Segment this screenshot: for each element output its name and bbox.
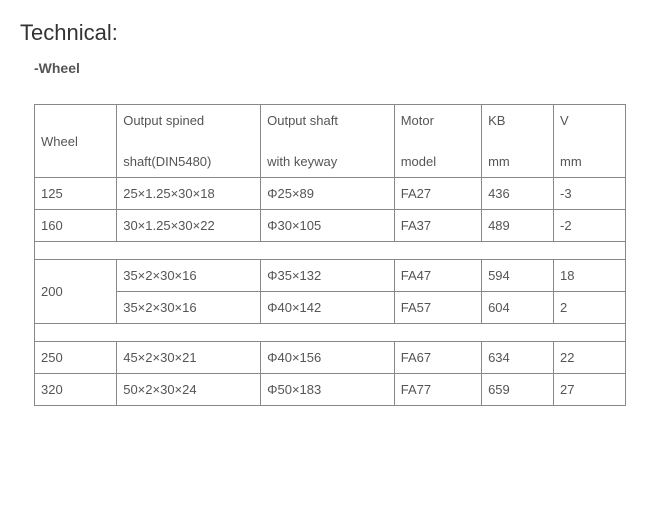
th-spined-sub: shaft(DIN5480)	[117, 148, 261, 178]
cell-kb: 634	[482, 342, 554, 374]
cell-shaft: Φ50×183	[261, 374, 395, 406]
cell-motor: FA77	[394, 374, 481, 406]
section-subtitle: -Wheel	[34, 60, 628, 76]
th-kb-sub: mm	[482, 148, 554, 178]
cell-motor: FA67	[394, 342, 481, 374]
cell-wheel: 160	[35, 210, 117, 242]
cell-spined: 35×2×30×16	[117, 260, 261, 292]
table-row: 160 30×1.25×30×22 Φ30×105 FA37 489 -2	[35, 210, 626, 242]
cell-kb: 594	[482, 260, 554, 292]
cell-kb: 489	[482, 210, 554, 242]
cell-v: 27	[554, 374, 626, 406]
cell-shaft: Φ30×105	[261, 210, 395, 242]
table-row: 35×2×30×16 Φ40×142 FA57 604 2	[35, 292, 626, 324]
spacer-cell	[35, 324, 626, 342]
th-wheel: Wheel	[35, 105, 117, 178]
cell-v: -3	[554, 178, 626, 210]
cell-kb: 659	[482, 374, 554, 406]
th-motor: Motor	[394, 105, 481, 149]
cell-kb: 604	[482, 292, 554, 324]
page-title: Technical:	[20, 20, 628, 46]
th-shaft: Output shaft	[261, 105, 395, 149]
cell-kb: 436	[482, 178, 554, 210]
th-v: V	[554, 105, 626, 149]
spacer-row	[35, 242, 626, 260]
cell-wheel: 125	[35, 178, 117, 210]
spacer-cell	[35, 242, 626, 260]
cell-v: 18	[554, 260, 626, 292]
th-v-sub: mm	[554, 148, 626, 178]
spacer-row	[35, 324, 626, 342]
cell-wheel: 200	[35, 260, 117, 324]
cell-spined: 35×2×30×16	[117, 292, 261, 324]
table-row: 250 45×2×30×21 Φ40×156 FA67 634 22	[35, 342, 626, 374]
wheel-table: Wheel Output spined Output shaft Motor K…	[34, 104, 626, 406]
cell-spined: 45×2×30×21	[117, 342, 261, 374]
th-kb: KB	[482, 105, 554, 149]
cell-v: 2	[554, 292, 626, 324]
cell-motor: FA37	[394, 210, 481, 242]
th-motor-sub: model	[394, 148, 481, 178]
table-container: Wheel Output spined Output shaft Motor K…	[34, 104, 628, 406]
cell-shaft: Φ35×132	[261, 260, 395, 292]
cell-spined: 30×1.25×30×22	[117, 210, 261, 242]
cell-v: -2	[554, 210, 626, 242]
cell-shaft: Φ40×156	[261, 342, 395, 374]
th-spined: Output spined	[117, 105, 261, 149]
th-shaft-sub: with keyway	[261, 148, 395, 178]
table-row: 320 50×2×30×24 Φ50×183 FA77 659 27	[35, 374, 626, 406]
cell-v: 22	[554, 342, 626, 374]
cell-motor: FA57	[394, 292, 481, 324]
cell-wheel: 250	[35, 342, 117, 374]
table-row: 200 35×2×30×16 Φ35×132 FA47 594 18	[35, 260, 626, 292]
cell-motor: FA47	[394, 260, 481, 292]
table-header-row1: Wheel Output spined Output shaft Motor K…	[35, 105, 626, 149]
cell-shaft: Φ40×142	[261, 292, 395, 324]
table-header-row2: shaft(DIN5480) with keyway model mm mm	[35, 148, 626, 178]
cell-spined: 25×1.25×30×18	[117, 178, 261, 210]
cell-motor: FA27	[394, 178, 481, 210]
table-row: 125 25×1.25×30×18 Φ25×89 FA27 436 -3	[35, 178, 626, 210]
cell-shaft: Φ25×89	[261, 178, 395, 210]
cell-wheel: 320	[35, 374, 117, 406]
cell-spined: 50×2×30×24	[117, 374, 261, 406]
